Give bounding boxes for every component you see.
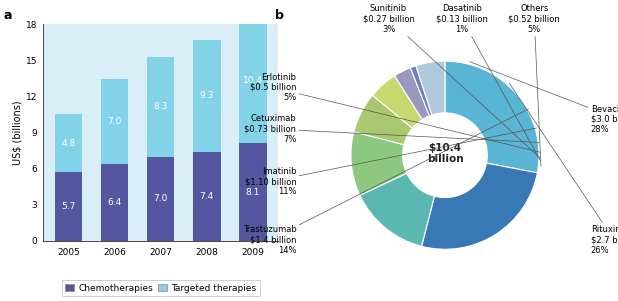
Text: Imatinib
$1.10 billion
11%: Imatinib $1.10 billion 11% [245,128,536,197]
Text: b: b [275,9,284,22]
Text: Bevacizumab
$3.0 billion
28%: Bevacizumab $3.0 billion 28% [470,62,618,134]
Bar [193,152,221,241]
Text: $10.4
billion: $10.4 billion [426,142,464,164]
Bar [101,164,129,241]
Bar [239,143,266,241]
Text: Rituximab
$2.7 billion
26%: Rituximab $2.7 billion 26% [509,83,618,255]
Text: 4.8: 4.8 [61,139,76,148]
Text: 7.0: 7.0 [108,117,122,126]
Bar [147,57,174,157]
Text: Trastuzumab
$1.4 billion
14%: Trastuzumab $1.4 billion 14% [243,109,528,255]
Text: Erlotinib
$0.5 billion
5%: Erlotinib $0.5 billion 5% [250,73,541,152]
Wedge shape [354,95,412,145]
Text: 7.0: 7.0 [153,194,168,203]
Text: Cetuximab
$0.73 billion
7%: Cetuximab $0.73 billion 7% [244,114,540,144]
Text: Sunitinib
$0.27 billion
3%: Sunitinib $0.27 billion 3% [363,4,541,159]
Text: 8.3: 8.3 [153,102,168,111]
Text: 6.4: 6.4 [108,198,122,207]
Text: 5.7: 5.7 [61,202,76,211]
Text: 9.3: 9.3 [200,91,214,100]
Wedge shape [410,66,432,116]
Wedge shape [373,76,422,128]
Wedge shape [351,132,407,195]
Wedge shape [394,68,430,119]
Bar [55,172,82,241]
Text: 10.4: 10.4 [243,76,263,85]
Bar [55,114,82,172]
Y-axis label: US$ (billions): US$ (billions) [13,100,23,165]
Legend: Chemotherapies, Targeted therapies: Chemotherapies, Targeted therapies [62,280,260,296]
Wedge shape [416,61,445,115]
Text: 8.1: 8.1 [245,188,260,197]
Wedge shape [445,61,539,173]
Bar [101,79,129,164]
Text: Others
$0.52 billion
5%: Others $0.52 billion 5% [509,4,560,166]
Bar [239,18,266,143]
Wedge shape [360,173,434,246]
Bar [147,157,174,241]
Text: Dasatinib
$0.13 billion
1%: Dasatinib $0.13 billion 1% [436,4,541,162]
Wedge shape [421,163,538,249]
Text: 7.4: 7.4 [200,192,214,201]
Text: a: a [3,9,12,22]
Bar [193,40,221,152]
